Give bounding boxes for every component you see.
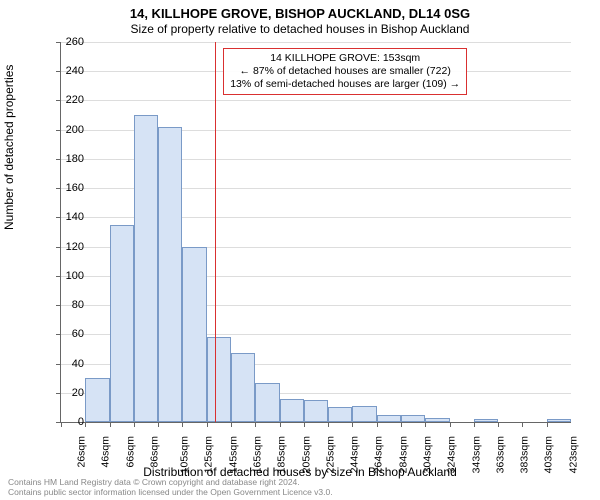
histogram-bar xyxy=(547,419,571,422)
footnote-line2: Contains public sector information licen… xyxy=(8,487,333,497)
xtick-label: 403sqm xyxy=(543,436,555,473)
xtick-label: 225sqm xyxy=(324,436,336,473)
annotation-line2: ← 87% of detached houses are smaller (72… xyxy=(240,65,451,77)
xtick-label: 105sqm xyxy=(179,436,191,473)
xtick-mark xyxy=(207,422,208,427)
xtick-label: 383sqm xyxy=(519,436,531,473)
xtick-label: 165sqm xyxy=(251,436,263,473)
chart-container: 14, KILLHOPE GROVE, BISHOP AUCKLAND, DL1… xyxy=(0,0,600,500)
xtick-mark xyxy=(328,422,329,427)
ytick-label: 220 xyxy=(54,94,84,106)
histogram-bar xyxy=(231,353,255,422)
xtick-mark xyxy=(352,422,353,427)
histogram-bar xyxy=(280,399,304,422)
xtick-mark xyxy=(280,422,281,427)
reference-line xyxy=(215,42,216,422)
ytick-label: 40 xyxy=(54,358,84,370)
xtick-mark xyxy=(231,422,232,427)
histogram-bar xyxy=(134,115,158,422)
xtick-mark xyxy=(547,422,548,427)
xtick-label: 264sqm xyxy=(373,436,385,473)
xtick-mark xyxy=(158,422,159,427)
ytick-label: 240 xyxy=(54,65,84,77)
histogram-bar xyxy=(474,419,498,422)
xtick-label: 284sqm xyxy=(397,436,409,473)
ytick-label: 0 xyxy=(54,416,84,428)
histogram-bar xyxy=(352,406,376,422)
ytick-label: 20 xyxy=(54,387,84,399)
xtick-label: 423sqm xyxy=(567,436,579,473)
xtick-mark xyxy=(401,422,402,427)
ytick-label: 140 xyxy=(54,211,84,223)
histogram-bar xyxy=(425,418,449,422)
xtick-mark xyxy=(498,422,499,427)
histogram-bar xyxy=(328,407,352,422)
xtick-mark xyxy=(377,422,378,427)
histogram-bar xyxy=(377,415,401,422)
gridline xyxy=(61,100,571,101)
xtick-mark xyxy=(425,422,426,427)
plot-area: 14 KILLHOPE GROVE: 153sqm← 87% of detach… xyxy=(60,42,571,423)
ytick-label: 260 xyxy=(54,36,84,48)
histogram-bar xyxy=(255,383,279,422)
xtick-label: 185sqm xyxy=(276,436,288,473)
ytick-label: 180 xyxy=(54,153,84,165)
xtick-label: 324sqm xyxy=(446,436,458,473)
xtick-label: 66sqm xyxy=(124,436,136,468)
xtick-mark xyxy=(255,422,256,427)
chart-title-sub: Size of property relative to detached ho… xyxy=(0,22,600,36)
xtick-mark xyxy=(182,422,183,427)
annotation-line3: 13% of semi-detached houses are larger (… xyxy=(230,78,460,90)
xtick-mark xyxy=(474,422,475,427)
xtick-label: 304sqm xyxy=(421,436,433,473)
footnote: Contains HM Land Registry data © Crown c… xyxy=(8,478,333,498)
footnote-line1: Contains HM Land Registry data © Crown c… xyxy=(8,477,300,487)
histogram-bar xyxy=(158,127,182,422)
xtick-mark xyxy=(450,422,451,427)
y-axis-label: Number of detached properties xyxy=(2,65,16,230)
ytick-label: 80 xyxy=(54,299,84,311)
xtick-mark xyxy=(134,422,135,427)
histogram-bar xyxy=(207,337,231,422)
xtick-label: 145sqm xyxy=(227,436,239,473)
histogram-bar xyxy=(182,247,206,422)
xtick-mark xyxy=(304,422,305,427)
ytick-label: 60 xyxy=(54,328,84,340)
xtick-label: 343sqm xyxy=(470,436,482,473)
xtick-label: 86sqm xyxy=(148,436,160,468)
xtick-label: 244sqm xyxy=(349,436,361,473)
annotation-box: 14 KILLHOPE GROVE: 153sqm← 87% of detach… xyxy=(223,48,467,95)
ytick-label: 160 xyxy=(54,182,84,194)
histogram-bar xyxy=(304,400,328,422)
xtick-label: 205sqm xyxy=(300,436,312,473)
xtick-label: 26sqm xyxy=(76,436,88,468)
chart-title-main: 14, KILLHOPE GROVE, BISHOP AUCKLAND, DL1… xyxy=(0,6,600,21)
ytick-label: 120 xyxy=(54,241,84,253)
xtick-mark xyxy=(522,422,523,427)
xtick-label: 125sqm xyxy=(203,436,215,473)
annotation-line1: 14 KILLHOPE GROVE: 153sqm xyxy=(270,52,420,64)
ytick-label: 200 xyxy=(54,124,84,136)
histogram-bar xyxy=(85,378,109,422)
xtick-mark xyxy=(85,422,86,427)
xtick-mark xyxy=(110,422,111,427)
histogram-bar xyxy=(110,225,134,422)
xtick-label: 363sqm xyxy=(494,436,506,473)
xtick-label: 46sqm xyxy=(100,436,112,468)
gridline xyxy=(61,42,571,43)
ytick-label: 100 xyxy=(54,270,84,282)
histogram-bar xyxy=(401,415,425,422)
